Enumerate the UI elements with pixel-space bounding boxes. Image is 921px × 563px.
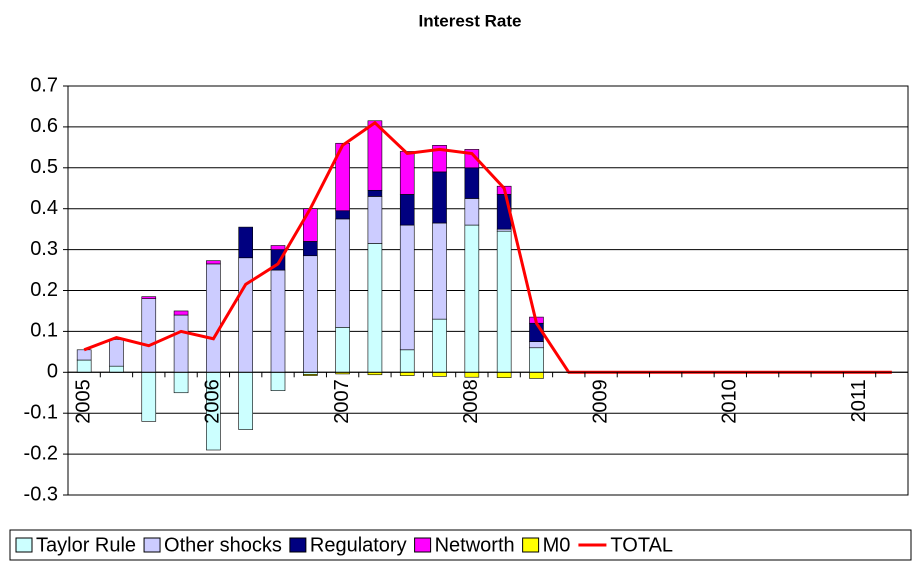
bar-segment xyxy=(367,189,383,197)
bar-segment xyxy=(464,371,480,378)
bar-segment xyxy=(109,339,124,367)
legend-swatch xyxy=(143,537,161,553)
x-tick-label: 2006 xyxy=(202,379,224,424)
bar-segment xyxy=(270,371,286,392)
bar-segment xyxy=(270,269,286,373)
bar-segment xyxy=(464,167,480,199)
legend-swatch xyxy=(414,537,432,553)
bar-segment xyxy=(496,230,512,373)
bar-segment xyxy=(238,257,253,373)
y-tick-label: 0.1 xyxy=(30,320,58,342)
y-tick-label: 0.5 xyxy=(30,156,58,178)
legend-swatch xyxy=(289,537,307,553)
bar-segment xyxy=(367,120,383,191)
bar-segment xyxy=(335,327,350,373)
bar-segment xyxy=(399,194,415,226)
legend-label: Taylor Rule xyxy=(36,534,136,556)
bar-segment xyxy=(335,218,350,328)
bar-segment xyxy=(432,145,447,173)
bar-segment xyxy=(303,255,318,373)
bar-segment xyxy=(141,298,157,373)
bar-segment xyxy=(173,314,189,373)
bar-segment xyxy=(399,224,415,351)
y-tick-label: 0.6 xyxy=(30,115,58,137)
bar-segment xyxy=(238,226,253,259)
y-tick-label: 0.4 xyxy=(30,197,58,219)
bar-segment xyxy=(109,365,124,373)
bar-segment xyxy=(335,142,350,212)
x-tick-label: 2007 xyxy=(331,379,353,424)
bar-segment xyxy=(206,263,221,373)
y-tick-label: 0.7 xyxy=(30,74,58,96)
legend-label: Regulatory xyxy=(310,534,407,556)
bar-segment xyxy=(173,371,189,394)
bar-segment xyxy=(76,349,92,361)
legend-label: Other shocks xyxy=(164,534,282,556)
bar-segment xyxy=(141,296,157,299)
y-tick-label: -0.2 xyxy=(24,442,58,464)
bar-segment xyxy=(335,210,350,220)
legend-label: M0 xyxy=(543,534,571,556)
bar-segment xyxy=(432,318,447,373)
bar-segment xyxy=(496,228,512,232)
bar-segment xyxy=(529,347,544,373)
legend-label: Networth xyxy=(435,534,515,556)
chart-title: Interest Rate xyxy=(419,11,522,30)
bar-segment xyxy=(529,371,544,379)
bar-segment xyxy=(432,222,447,320)
bar-segment xyxy=(303,208,318,242)
bar-segment xyxy=(464,224,480,373)
y-tick-label: -0.3 xyxy=(24,483,58,505)
legend-swatch xyxy=(15,537,33,553)
x-tick-label: 2010 xyxy=(719,379,741,424)
bar-segment xyxy=(173,310,189,316)
x-tick-label: 2011 xyxy=(848,379,870,422)
bar-segment xyxy=(206,260,221,265)
x-tick-label: 2008 xyxy=(460,379,482,424)
bar-segment xyxy=(432,171,447,224)
y-tick-label: 0 xyxy=(47,361,58,383)
bar-segment xyxy=(432,371,447,377)
y-tick-label: 0.3 xyxy=(30,238,58,260)
x-tick-label: 2009 xyxy=(589,379,611,424)
bar-segment xyxy=(141,371,157,422)
bar-segment xyxy=(367,243,383,373)
bar-segment xyxy=(303,241,318,257)
bar-segment xyxy=(496,371,512,378)
y-tick-label: 0.2 xyxy=(30,279,58,301)
x-tick-label: 2005 xyxy=(72,379,94,424)
bar-segment xyxy=(270,245,286,250)
legend-label: TOTAL xyxy=(610,534,673,556)
legend-swatch xyxy=(522,537,540,553)
bar-segment xyxy=(399,151,415,195)
bar-segment xyxy=(529,341,544,349)
bar-segment xyxy=(76,359,92,373)
y-tick-label: -0.1 xyxy=(24,401,58,423)
bar-segment xyxy=(464,198,480,226)
bar-segment xyxy=(238,371,253,430)
bar-segment xyxy=(399,349,415,373)
bar-segment xyxy=(367,196,383,244)
bar-segment xyxy=(303,374,318,376)
